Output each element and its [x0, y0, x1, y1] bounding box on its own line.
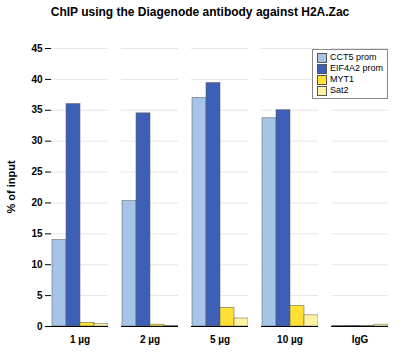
- svg-text:1 µg: 1 µg: [70, 334, 90, 345]
- html-text:Sat2: Sat2: [330, 85, 349, 95]
- svg-text:40: 40: [31, 74, 43, 85]
- html-text:CCT5 prom: CCT5 prom: [330, 52, 377, 62]
- svg-text:2 µg: 2 µg: [140, 334, 160, 345]
- svg-text:IgG: IgG: [352, 334, 369, 345]
- svg-text:30: 30: [31, 135, 43, 146]
- svg-text:10 µg: 10 µg: [277, 334, 303, 345]
- svg-text:10: 10: [31, 259, 43, 270]
- svg-text:35: 35: [31, 104, 43, 115]
- html-text:MYT1: MYT1: [330, 74, 354, 84]
- svg-text:5 µg: 5 µg: [210, 334, 230, 345]
- svg-text:0: 0: [37, 321, 43, 332]
- html-text:% of input: % of input: [5, 160, 17, 214]
- html-text:ChIP using the Diagenode antib: ChIP using the Diagenode antibody agains…: [50, 5, 350, 19]
- svg-text:5: 5: [37, 290, 43, 301]
- html-text:EIF4A2 prom: EIF4A2 prom: [330, 63, 383, 73]
- svg-text:45: 45: [31, 43, 43, 54]
- svg-text:25: 25: [31, 166, 43, 177]
- svg-text:20: 20: [31, 197, 43, 208]
- svg-text:15: 15: [31, 228, 43, 239]
